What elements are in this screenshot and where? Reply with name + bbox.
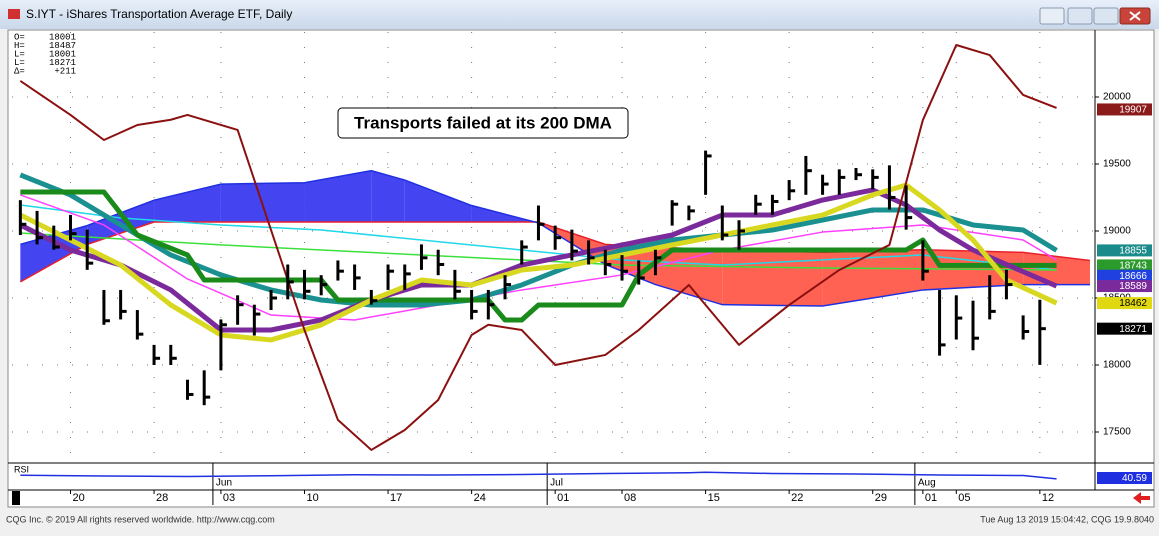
x-tick-label: 05 [958,492,970,504]
x-tick-label: 01 [557,492,569,504]
x-tick-label: 01 [925,492,937,504]
rsi-label: RSI [14,464,29,474]
price-label: 19907 [1119,105,1147,116]
indicator-line [20,189,1057,323]
footer-right: Tue Aug 13 2019 15:04:42, CQG 19.9.8040 [980,514,1154,524]
y-tick-label: 17500 [1103,427,1131,438]
annotation: Transports failed at its 200 DMA [354,113,612,132]
readout-value: 18001 [49,49,76,59]
x-tick-label: 15 [708,492,720,504]
x-tick-label: 08 [624,492,636,504]
close-icon [1129,11,1141,21]
readout-label: H= [14,41,25,51]
rsi-value: 40.59 [1122,473,1147,484]
x-tick-label: 12 [1042,492,1054,504]
month-label: Jun [216,478,232,489]
indicator-line [19,182,1058,343]
x-tick-label: 10 [306,492,318,504]
price-label-box [1097,322,1152,335]
cloud-segment [304,170,372,223]
y-tick-label: 20000 [1103,92,1131,103]
x-tick-label: 28 [156,492,168,504]
x-tick-label: 20 [72,492,84,504]
price-label-box [1097,269,1152,282]
cloud-segment [371,170,405,223]
cloud-segment [722,249,823,307]
month-label: Jul [550,478,563,489]
readout-label: L= [14,58,25,68]
y-tick-label: 18000 [1103,360,1131,371]
x-tick-label: 03 [223,492,235,504]
cloud-segment [655,247,723,305]
price-label-box [1097,103,1152,116]
price-label-box [1097,280,1152,293]
indicator-line [20,194,1057,321]
plot: 1750018000185001900019500200002028031017… [12,32,1152,505]
y-tick-label: 19500 [1103,159,1131,170]
cloud-segment [154,184,221,223]
x-tick-label: 22 [791,492,803,504]
price-label: 18271 [1119,324,1147,335]
price-label-box [1097,297,1152,310]
annotation-box [337,107,629,139]
window-title: S.IYT - iShares Transportation Average E… [26,7,292,21]
indicator-line [19,43,1057,451]
maximize-button[interactable] [1093,7,1119,25]
minimize-button[interactable] [1067,7,1093,25]
price-label: 18666 [1119,271,1147,282]
title-bar [0,0,1159,29]
link-button[interactable] [1039,7,1065,25]
price-label: 18855 [1119,246,1147,257]
x-tick-label: 24 [474,492,486,504]
readout-value: +211 [54,66,76,76]
price-label: 18743 [1119,261,1147,272]
rsi-line [20,471,1057,480]
month-label: Aug [918,478,936,489]
readout-label: Δ= [14,66,25,76]
cloud-segment [404,180,472,223]
x-tick-label: 17 [390,492,402,504]
footer-left: CQG Inc. © 2019 All rights reserved worl… [6,514,275,524]
readout-value: 18487 [49,41,76,51]
rsi-value-box [1097,472,1152,484]
cloud-segment [822,249,923,307]
scroll-arrow[interactable] [1133,492,1150,504]
app-icon [8,9,20,19]
price-label: 18589 [1119,281,1147,292]
y-tick-label: 19000 [1103,226,1131,237]
price-label-box [1097,244,1152,257]
x-tick-label: 29 [875,492,887,504]
price-label-box [1097,259,1152,272]
readout-value: 18001 [49,32,76,42]
cloud-edge [20,169,1090,307]
readout-value: 18271 [49,58,76,68]
readout-label: O= [14,32,25,42]
scroll-handle[interactable] [12,491,20,505]
readout-label: L= [14,49,25,59]
price-label: 18462 [1119,298,1147,309]
